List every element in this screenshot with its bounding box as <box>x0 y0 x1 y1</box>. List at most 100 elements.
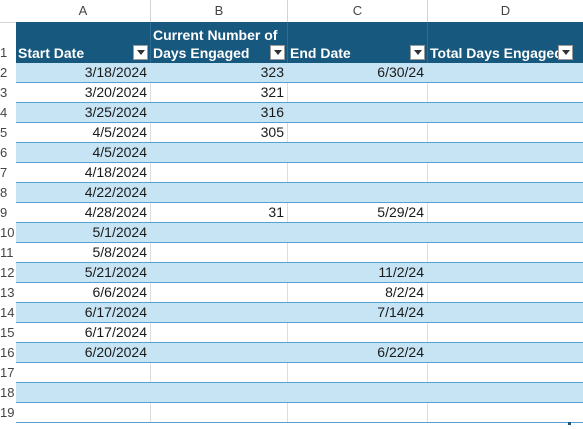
start-date-cell[interactable]: 4/18/2024 <box>16 163 151 182</box>
start-date-filter-dropdown-icon[interactable] <box>133 45 148 60</box>
current-days-cell[interactable]: 321 <box>151 83 288 102</box>
table-resize-handle-icon[interactable] <box>568 422 571 425</box>
row-number[interactable]: 9 <box>0 205 8 220</box>
total-days-cell[interactable] <box>428 183 583 202</box>
total-days-cell[interactable] <box>428 123 583 142</box>
row-number[interactable]: 7 <box>0 165 8 180</box>
row-number[interactable]: 6 <box>0 145 8 160</box>
current-days-cell[interactable] <box>151 183 288 202</box>
total-days-cell[interactable] <box>428 243 583 262</box>
current-days-cell[interactable] <box>151 263 288 282</box>
total-days-cell[interactable] <box>428 303 583 322</box>
current-days-header[interactable]: Current Number of Days Engaged <box>151 22 288 63</box>
row-number[interactable]: 1 <box>0 45 8 60</box>
row-number[interactable]: 16 <box>0 345 15 360</box>
end-date-cell[interactable] <box>288 123 428 142</box>
total-days-cell[interactable] <box>428 283 583 302</box>
start-date-cell[interactable]: 4/5/2024 <box>16 143 151 162</box>
start-date-cell[interactable] <box>16 403 151 422</box>
start-date-cell[interactable]: 5/1/2024 <box>16 223 151 242</box>
start-date-cell[interactable]: 6/17/2024 <box>16 323 151 342</box>
row-number[interactable]: 5 <box>0 125 8 140</box>
row-number[interactable]: 2 <box>0 65 8 80</box>
current-days-cell[interactable]: 31 <box>151 203 288 222</box>
current-days-cell[interactable] <box>151 343 288 362</box>
start-date-cell[interactable] <box>16 363 151 382</box>
end-date-cell[interactable] <box>288 383 428 402</box>
start-date-header[interactable]: Start Date <box>16 22 151 63</box>
current-days-cell[interactable]: 316 <box>151 103 288 122</box>
end-date-cell[interactable]: 11/2/24 <box>288 263 428 282</box>
row-number[interactable]: 3 <box>0 85 8 100</box>
row-number[interactable]: 4 <box>0 105 8 120</box>
row-number[interactable]: 15 <box>0 325 15 340</box>
row-number[interactable]: 13 <box>0 285 15 300</box>
end-date-filter-dropdown-icon[interactable] <box>410 45 425 60</box>
total-days-cell[interactable] <box>428 203 583 222</box>
total-days-cell[interactable] <box>428 63 583 82</box>
total-days-cell[interactable] <box>428 143 583 162</box>
end-date-cell[interactable]: 6/30/24 <box>288 63 428 82</box>
column-header-c[interactable]: C <box>288 0 428 22</box>
total-days-cell[interactable] <box>428 83 583 102</box>
start-date-cell[interactable]: 6/17/2024 <box>16 303 151 322</box>
current-days-cell[interactable]: 323 <box>151 63 288 82</box>
end-date-cell[interactable] <box>288 163 428 182</box>
end-date-cell[interactable] <box>288 363 428 382</box>
total-days-cell[interactable] <box>428 343 583 362</box>
total-days-cell[interactable] <box>428 103 583 122</box>
current-days-filter-dropdown-icon[interactable] <box>270 45 285 60</box>
current-days-cell[interactable] <box>151 223 288 242</box>
end-date-cell[interactable] <box>288 403 428 422</box>
end-date-cell[interactable] <box>288 83 428 102</box>
start-date-cell[interactable]: 4/22/2024 <box>16 183 151 202</box>
total-days-cell[interactable] <box>428 383 583 402</box>
start-date-cell[interactable]: 5/21/2024 <box>16 263 151 282</box>
column-header-d[interactable]: D <box>500 3 511 18</box>
total-days-header[interactable]: Total Days Engaged <box>428 22 583 63</box>
row-number[interactable]: 19 <box>0 405 15 420</box>
total-days-filter-dropdown-icon[interactable] <box>558 45 573 60</box>
start-date-cell[interactable]: 6/6/2024 <box>16 283 151 302</box>
end-date-cell[interactable] <box>288 183 428 202</box>
total-days-cell[interactable] <box>428 323 583 342</box>
end-date-cell[interactable]: 5/29/24 <box>288 203 428 222</box>
current-days-cell[interactable] <box>151 143 288 162</box>
start-date-cell[interactable]: 3/25/2024 <box>16 103 151 122</box>
total-days-cell[interactable] <box>428 263 583 282</box>
row-number[interactable]: 18 <box>0 385 15 400</box>
end-date-cell[interactable]: 6/22/24 <box>288 343 428 362</box>
current-days-cell[interactable] <box>151 243 288 262</box>
current-days-cell[interactable] <box>151 403 288 422</box>
current-days-cell[interactable] <box>151 303 288 322</box>
end-date-cell[interactable] <box>288 223 428 242</box>
start-date-cell[interactable]: 3/20/2024 <box>16 83 151 102</box>
end-date-header[interactable]: End Date <box>288 22 428 63</box>
row-number[interactable]: 10 <box>0 225 15 240</box>
current-days-cell[interactable] <box>151 283 288 302</box>
end-date-cell[interactable] <box>288 143 428 162</box>
end-date-cell[interactable] <box>288 323 428 342</box>
current-days-cell[interactable] <box>151 363 288 382</box>
start-date-cell[interactable]: 6/20/2024 <box>16 343 151 362</box>
start-date-cell[interactable]: 4/5/2024 <box>16 123 151 142</box>
start-date-cell[interactable] <box>16 383 151 402</box>
column-header-a[interactable]: A <box>16 0 151 22</box>
row-number[interactable]: 14 <box>0 305 15 320</box>
total-days-cell[interactable] <box>428 363 583 382</box>
start-date-cell[interactable]: 3/18/2024 <box>16 63 151 82</box>
column-header-b[interactable]: B <box>151 0 288 22</box>
end-date-cell[interactable] <box>288 103 428 122</box>
row-number[interactable]: 11 <box>0 245 14 260</box>
end-date-cell[interactable]: 7/14/24 <box>288 303 428 322</box>
start-date-cell[interactable]: 4/28/2024 <box>16 203 151 222</box>
current-days-cell[interactable] <box>151 323 288 342</box>
row-number[interactable]: 12 <box>0 265 15 280</box>
end-date-cell[interactable] <box>288 243 428 262</box>
current-days-cell[interactable]: 305 <box>151 123 288 142</box>
total-days-cell[interactable] <box>428 163 583 182</box>
row-number[interactable]: 8 <box>0 185 8 200</box>
total-days-cell[interactable] <box>428 223 583 242</box>
total-days-cell[interactable] <box>428 403 583 422</box>
start-date-cell[interactable]: 5/8/2024 <box>16 243 151 262</box>
